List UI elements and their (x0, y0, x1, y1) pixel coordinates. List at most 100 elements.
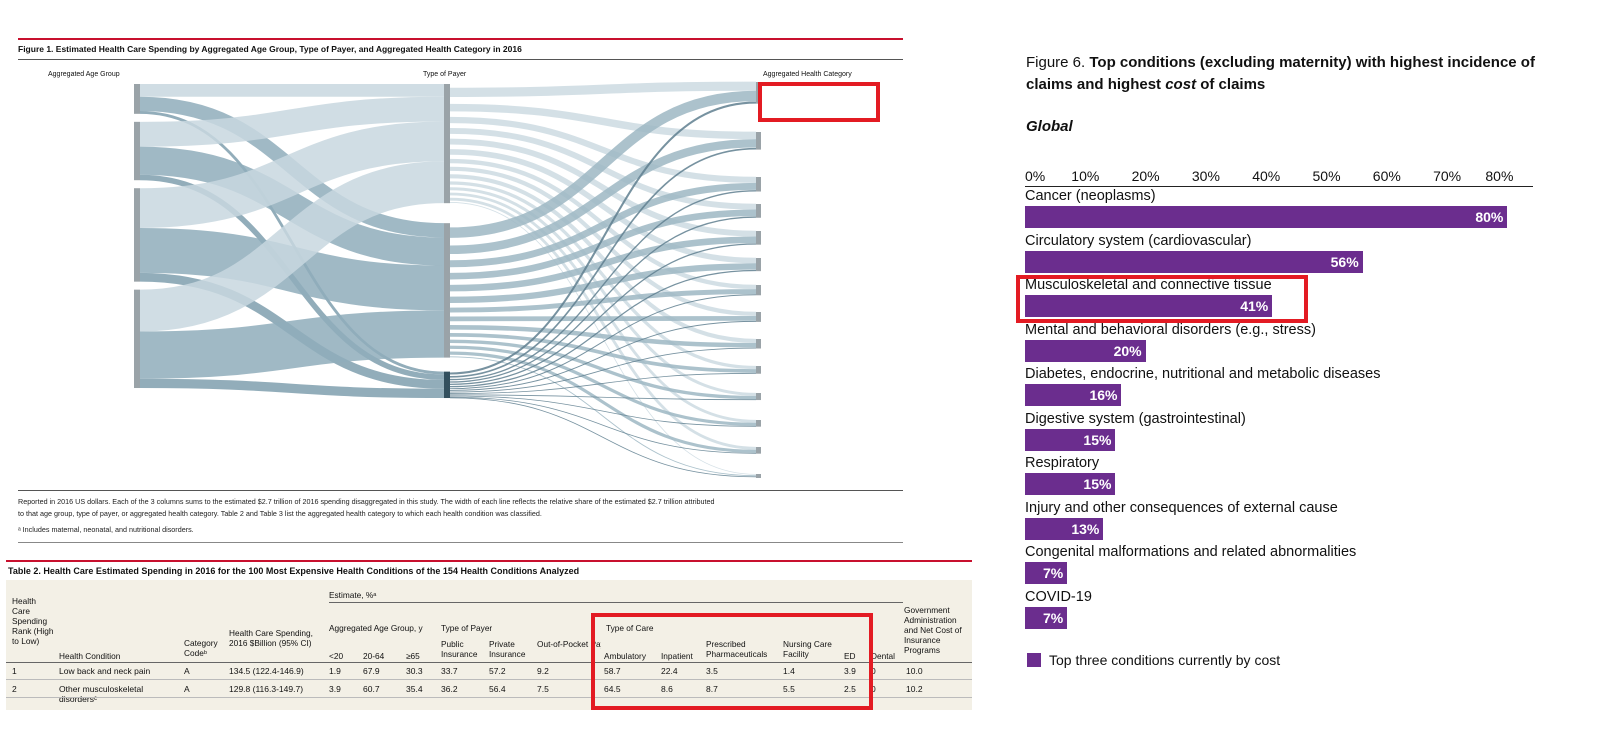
flow-payer-0-cat-9 (449, 181, 757, 370)
bar-value-label: 80% (1475, 209, 1504, 225)
bar-category-label: Congenital malformations and related abn… (1025, 544, 1357, 560)
bar-5: 15% (1025, 428, 1116, 451)
x-tick-0: 0% (1025, 168, 1046, 184)
flow-payer-0-cat-11 (449, 192, 757, 423)
bar-category-label: Diabetes, endocrine, nutritional and met… (1025, 366, 1381, 382)
row-1-gov: 10.2 (906, 684, 923, 694)
flow-payer-1-cat-12 (449, 351, 757, 453)
subheader-care-3: Nursing Care Facility (783, 639, 832, 659)
header-type-of-payer: Type of Payer (441, 623, 493, 633)
row-1-payer-1: 56.4 (489, 684, 506, 694)
flow-age-3-payer-1 (139, 310, 445, 379)
category-node-3 (756, 204, 761, 218)
x-tick-2: 20% (1131, 168, 1160, 184)
flow-payer-0-cat-0 (449, 81, 757, 98)
bar-9: 7% (1025, 606, 1068, 629)
flow-payer-1-cat-0 (449, 90, 757, 238)
flow-payer-1-cat-2 (449, 182, 757, 268)
flow-payer-1-cat-5 (449, 263, 757, 303)
age-node-1 (134, 121, 140, 181)
bar-category-label: COVID-19 (1025, 588, 1092, 605)
bar-category-label: Mental and behavioral disorders (e.g., s… (1025, 321, 1316, 338)
category-node-10 (756, 393, 761, 401)
x-tick-1: 10% (1071, 168, 1100, 184)
flow-payer-2-cat-7 (449, 320, 757, 391)
bar-category-label: Cancer (neoplasms) (1025, 188, 1156, 204)
subheader-care-5: Dental (871, 651, 895, 661)
flow-payer-2-cat-12 (449, 396, 757, 454)
bar-8: 7% (1025, 562, 1068, 584)
bar-value-label: 7% (1042, 609, 1064, 626)
x-axis-line (1025, 186, 1533, 187)
flow-payer-0-cat-10 (449, 187, 757, 396)
flow-payer-0-cat-12 (449, 197, 757, 450)
subheader-payer-2: Out-of-Pocket Payments (537, 639, 601, 649)
flow-payer-2-cat-11 (449, 395, 757, 427)
age-node-2 (134, 188, 140, 282)
row-0-payer-2: 9.2 (537, 666, 549, 676)
row-0-care-4: 3.9 (844, 666, 856, 676)
row-1-payer-2: 7.5 (537, 684, 549, 694)
payer-node-0 (444, 84, 450, 204)
flow-payer-2-cat-2 (449, 190, 757, 381)
category-node-8 (756, 339, 761, 349)
x-tick-8: 80% (1485, 168, 1514, 184)
x-tick-6: 60% (1372, 168, 1401, 184)
col-header-age: Aggregated Age Group (48, 71, 120, 78)
flow-payer-0-cat-8 (449, 174, 757, 343)
flow-payer-2-cat-8 (449, 347, 757, 393)
row-0-care-0: 58.7 (604, 666, 621, 676)
figure-1: Figure 1. Estimated Health Care Spending… (18, 38, 903, 548)
row-1-age-2: 35.4 (406, 684, 423, 694)
category-node-4 (756, 231, 761, 245)
category-node-5 (756, 258, 761, 272)
subheader-payer-1: Private Insurance (489, 639, 526, 659)
flow-payer-2-cat-3 (449, 216, 757, 383)
figure-6-title-prefix: Figure 6. (1026, 54, 1090, 71)
header-government: Government Administration and Net Cost o… (904, 605, 962, 655)
row-0-age-2: 30.3 (406, 666, 423, 676)
flow-payer-2-cat-4 (449, 243, 757, 386)
bar-category-label: Injury and other consequences of externa… (1025, 499, 1338, 516)
row-0-care-2: 3.5 (706, 666, 718, 676)
bar-0: 80% (1025, 206, 1508, 228)
row-0-rank: 1 (12, 666, 17, 676)
row-1-age-1: 60.7 (363, 684, 380, 694)
row-0-care-5: 0 (871, 666, 876, 676)
flow-age-3-payer-0 (139, 161, 445, 332)
bar-value-label: 13% (1071, 520, 1100, 537)
bar-value-label: 7% (1042, 565, 1064, 581)
flow-payer-2-cat-9 (449, 372, 757, 394)
subheader-care-0: Ambulatory (604, 651, 646, 661)
flow-payer-2-cat-10 (449, 394, 757, 401)
subheader-care-4: ED (844, 651, 856, 661)
row-0-care-3: 1.4 (783, 666, 795, 676)
flow-payer-1-cat-1 (449, 139, 757, 255)
legend-swatch (1027, 653, 1041, 667)
table-2: Table 2. Health Care Estimated Spending … (6, 560, 972, 710)
category-node-9 (756, 366, 761, 374)
header-category-code: Category Codeᵇ (184, 638, 218, 658)
flow-payer-2-cat-1 (449, 147, 757, 378)
row-0-spend: 134.5 (122.4-146.9) (229, 666, 304, 676)
bar-value-label: 20% (1113, 342, 1142, 359)
row-1-care-2: 8.7 (706, 684, 718, 694)
notes-rule (18, 490, 903, 491)
row-1-spend: 129.8 (116.3-149.7) (229, 684, 304, 694)
x-tick-5: 50% (1312, 168, 1341, 184)
row-1-care-0: 64.5 (604, 684, 621, 694)
flow-payer-1-cat-3 (449, 209, 757, 280)
flow-age-1-payer-1 (139, 146, 445, 266)
subheader-care-1: Inpatient (661, 651, 693, 661)
subheader-care-2: Prescribed Pharmaceuticals (706, 639, 768, 659)
category-node-2 (756, 177, 761, 192)
figure-6: Figure 6. Top conditions (excluding mate… (1016, 48, 1580, 708)
figure-6-title-bold-1: Top conditions (excluding maternity) wit… (1026, 54, 1535, 93)
flow-payer-0-cat-1 (449, 103, 757, 140)
row-1-condition: Other musculoskeletal disordersᶜ (59, 684, 144, 704)
row-1-care-1: 8.6 (661, 684, 673, 694)
type-of-care-highlight-box (591, 613, 873, 710)
figure-1-top-rule (18, 38, 903, 40)
figure-1-note-3: ᵃ Includes maternal, neonatal, and nutri… (18, 525, 194, 534)
payer-node-1 (444, 223, 450, 358)
